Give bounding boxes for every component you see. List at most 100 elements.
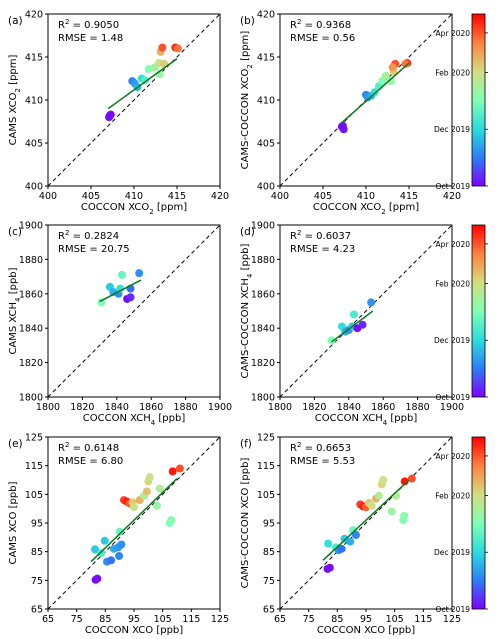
- colorbar-tick-label: Feb 2020: [435, 279, 470, 288]
- y-axis-label: CAMS XCH4 [ppb]: [8, 267, 22, 354]
- data-point: [400, 511, 409, 520]
- x-tick-label: 65: [42, 614, 54, 625]
- colorbar-tick-label: Dec 2019: [434, 336, 470, 345]
- x-tick-label: 125: [211, 614, 229, 625]
- x-tick-label: 420: [211, 191, 229, 202]
- y-tick-label: 95: [31, 519, 43, 530]
- y-tick-label: 1880: [251, 255, 275, 266]
- x-tick-label: 420: [443, 191, 461, 202]
- panel-label: (b): [240, 15, 255, 27]
- colorbar-tick-label: Dec 2019: [434, 548, 470, 557]
- x-tick-label: 85: [331, 614, 343, 625]
- data-point: [105, 111, 114, 120]
- y-tick-label: 400: [257, 182, 275, 193]
- data-point: [116, 284, 125, 293]
- data-point: [168, 467, 177, 476]
- x-tick-label: 405: [314, 191, 332, 202]
- one-to-one-line: [47, 436, 221, 610]
- colorbar-tick-label: Oct 2019: [436, 605, 471, 614]
- data-point: [351, 531, 360, 540]
- one-to-one-line: [47, 13, 221, 187]
- x-tick-label: 410: [357, 191, 375, 202]
- y-tick-label: 75: [31, 576, 43, 587]
- data-point: [115, 551, 124, 560]
- x-tick-label: 1880: [174, 402, 198, 413]
- y-tick-label: 420: [257, 10, 275, 21]
- panel-label: (d): [240, 226, 255, 238]
- data-point: [141, 76, 150, 85]
- x-tick-label: 125: [443, 614, 461, 625]
- y-axis-label: CAMS XCO [ppb]: [8, 481, 19, 564]
- regression-line: [99, 279, 142, 303]
- x-tick-label: 105: [154, 614, 172, 625]
- x-axis-label: COCCON XCO2 [ppm]: [81, 202, 187, 216]
- regression-line: [322, 479, 410, 561]
- y-tick-label: 1820: [251, 358, 275, 369]
- y-axis-label: CAMS-COCCON XCO2 [ppm]: [240, 31, 254, 170]
- data-point: [358, 320, 367, 329]
- x-axis-label: COCCON XCH4 [ppb]: [83, 413, 186, 427]
- rmse-text: RMSE = 1.48: [58, 33, 123, 44]
- one-to-one-line: [47, 224, 221, 398]
- r-squared-text: R2 = 0.9050: [58, 18, 119, 31]
- data-point: [338, 121, 347, 130]
- x-axis-label: COCCON XCO [ppb]: [317, 625, 415, 636]
- data-point: [167, 516, 176, 525]
- data-point: [135, 269, 144, 278]
- data-point: [126, 293, 135, 302]
- regression-line: [331, 310, 374, 343]
- y-tick-label: 115: [25, 461, 43, 472]
- y-tick-label: 415: [257, 53, 275, 64]
- x-tick-label: 1860: [371, 402, 395, 413]
- colorbar-tick-label: Apr 2020: [436, 452, 471, 461]
- data-point: [117, 540, 126, 549]
- plot-frame: [47, 224, 221, 398]
- data-point: [367, 298, 376, 307]
- x-tick-label: 415: [168, 191, 186, 202]
- panel-label: (c): [8, 226, 22, 238]
- panel-label: (a): [8, 15, 23, 27]
- x-tick-label: 405: [82, 191, 100, 202]
- x-tick-label: 1840: [105, 402, 129, 413]
- x-tick-label: 1820: [70, 402, 94, 413]
- y-tick-label: 405: [257, 139, 275, 150]
- colorbar-row-2: Apr 2020 Feb 2020 Dec 2019 Oct 2019: [434, 224, 488, 402]
- rmse-text: RMSE = 0.56: [290, 33, 355, 44]
- data-point: [337, 544, 346, 553]
- x-tick-label: 1800: [36, 402, 60, 413]
- y-tick-label: 75: [263, 576, 275, 587]
- x-axis-label: COCCON XCO2 [ppm]: [313, 202, 419, 216]
- x-tick-label: 75: [71, 614, 83, 625]
- y-tick-label: 85: [31, 547, 43, 558]
- colorbar-row-1: Apr 2020 Feb 2020 Dec 2019 Oct 2019: [434, 13, 488, 191]
- r-squared-text: R2 = 0.2824: [58, 229, 119, 242]
- y-tick-label: 105: [257, 490, 275, 501]
- panel-a: 400 405 410 415 420 400 405 410 415 420 COCCON XCO…: [8, 10, 229, 217]
- x-tick-label: 1900: [208, 402, 232, 413]
- y-axis-label: CAMS XCO2 [ppm]: [8, 54, 22, 145]
- rmse-text: RMSE = 6.80: [58, 456, 123, 467]
- x-tick-label: 95: [128, 614, 140, 625]
- y-tick-label: 415: [25, 53, 43, 64]
- data-point: [91, 545, 100, 554]
- panel-f: 65 75 85 95 105 115 125 65 75 85 95 105 115 125 COCCON…: [240, 433, 461, 637]
- y-tick-label: 1900: [19, 221, 43, 232]
- y-tick-label: 95: [263, 519, 275, 530]
- x-tick-label: 400: [39, 191, 57, 202]
- x-tick-label: 115: [182, 614, 200, 625]
- x-axis-label: COCCON XCH4 [ppb]: [315, 413, 418, 427]
- y-tick-label: 410: [257, 96, 275, 107]
- data-point: [117, 270, 126, 279]
- colorbar-row-3: Apr 2020 Feb 2020 Dec 2019 Oct 2019: [434, 436, 488, 614]
- x-tick-label: 410: [125, 191, 143, 202]
- y-tick-label: 105: [25, 490, 43, 501]
- y-tick-label: 1860: [19, 289, 43, 300]
- y-axis-label: CAMS-COCCON XCO [ppb]: [240, 458, 251, 589]
- data-point: [367, 501, 376, 510]
- data-point: [346, 537, 355, 546]
- panel-b: 400 405 410 415 420 400 405 410 415 420 COCCON XCO…: [240, 10, 461, 217]
- data-point: [401, 59, 410, 68]
- x-tick-label: 95: [360, 614, 372, 625]
- y-axis-label: CAMS-COCCON XCH4 [ppb]: [240, 243, 254, 378]
